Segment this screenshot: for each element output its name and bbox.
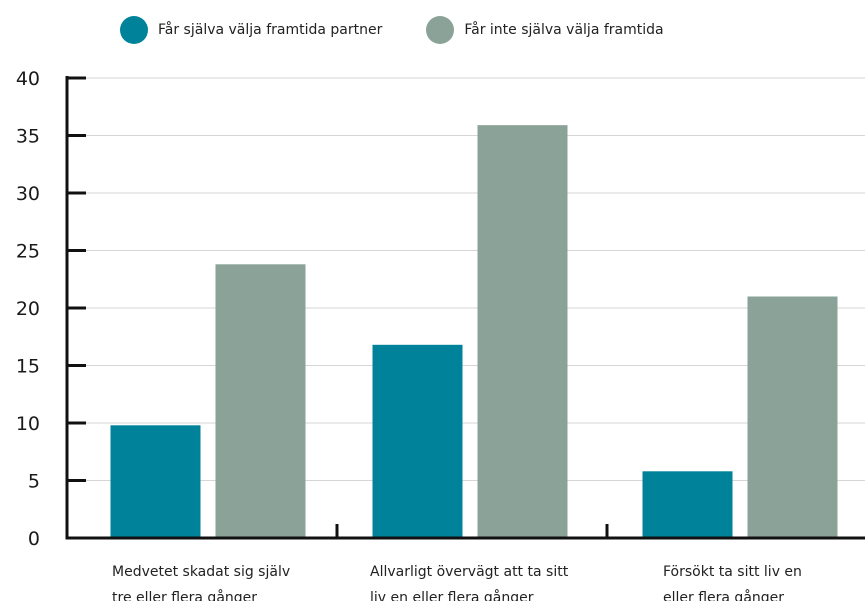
bar (747, 296, 838, 538)
legend-item-series-1: Får själva välja framtida partner (120, 16, 382, 44)
bar (110, 425, 201, 538)
x-category-label: Medvetet skadat sig själv (112, 564, 290, 580)
y-tick-label: 40 (16, 68, 40, 90)
y-tick-label: 35 (16, 126, 40, 148)
y-tick-label: 5 (28, 471, 40, 493)
x-category-label: Allvarligt övervägt att ta sitt (370, 564, 569, 580)
x-category-label: Försökt ta sitt liv en (663, 564, 802, 580)
x-category-label: eller flera gånger (663, 589, 784, 601)
y-tick-label: 25 (16, 241, 40, 263)
legend-swatch-series-1 (120, 16, 148, 44)
bar (477, 125, 568, 539)
y-tick-label: 30 (16, 183, 40, 205)
y-tick-label: 15 (16, 356, 40, 378)
y-tick-label: 10 (16, 413, 40, 435)
legend-swatch-series-2 (426, 16, 455, 44)
legend: Får själva välja framtida partner Får in… (120, 16, 708, 44)
legend-item-series-2: Får inte själva välja framtida (426, 16, 664, 44)
legend-label-series-1: Får själva välja framtida partner (158, 22, 383, 38)
legend-label-series-2: Får inte själva välja framtida (464, 22, 664, 38)
x-category-label: liv en eller flera gånger (370, 589, 534, 601)
bar (642, 471, 733, 538)
x-category-label: tre eller flera gånger (112, 589, 257, 601)
y-tick-label: 20 (16, 298, 40, 320)
bar (215, 264, 306, 538)
y-tick-label: 0 (28, 528, 40, 550)
bar (372, 344, 463, 538)
